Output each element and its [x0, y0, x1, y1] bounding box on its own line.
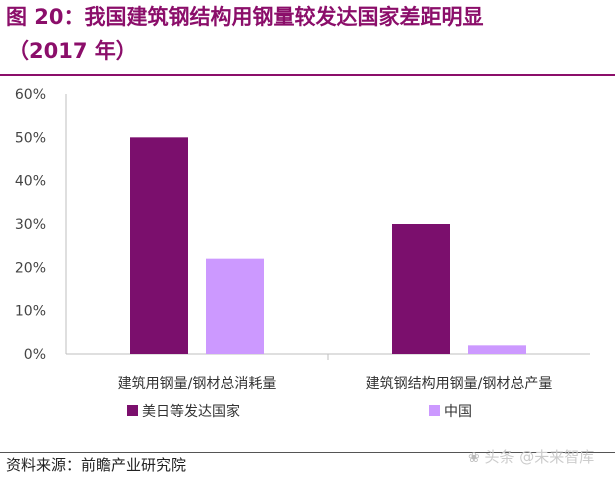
legend-label: 中国	[444, 404, 472, 420]
bar	[392, 224, 450, 354]
watermark-icon: ❀	[468, 450, 480, 466]
figure-title-line2: （2017 年）	[8, 39, 137, 63]
watermark-text: 头条 @未来智库	[484, 448, 595, 466]
y-tick-label: 30%	[15, 217, 46, 233]
x-tick-label: 建筑钢结构用钢量/钢材总产量	[366, 376, 553, 392]
y-tick-label: 20%	[15, 260, 46, 276]
bar	[468, 345, 526, 354]
legend-swatch	[127, 405, 138, 416]
y-tick-label: 60%	[15, 87, 46, 103]
bar	[130, 137, 188, 354]
source-divider	[0, 452, 615, 453]
y-tick-label: 50%	[15, 130, 46, 146]
x-tick-label: 建筑用钢量/钢材总消耗量	[118, 376, 277, 392]
source-note: 资料来源：前瞻产业研究院	[6, 456, 187, 474]
figure-title-line1: 图 20：我国建筑钢结构用钢量较发达国家差距明显	[6, 5, 484, 29]
bar	[206, 258, 264, 354]
y-tick-label: 10%	[15, 304, 46, 320]
watermark: ❀ 头条 @未来智库	[468, 446, 594, 467]
y-tick-label: 0%	[24, 347, 46, 363]
legend-swatch	[429, 405, 440, 416]
y-tick-label: 40%	[15, 174, 46, 190]
legend-label: 美日等发达国家	[142, 403, 240, 420]
figure-title: 图 20：我国建筑钢结构用钢量较发达国家差距明显 （2017 年）	[6, 0, 606, 68]
bar-chart: 0% 10% 20% 30% 40% 50% 60% 建筑用钢量/钢材总消耗量 建筑钢结构用钢量…	[15, 87, 590, 420]
title-divider	[0, 74, 615, 76]
